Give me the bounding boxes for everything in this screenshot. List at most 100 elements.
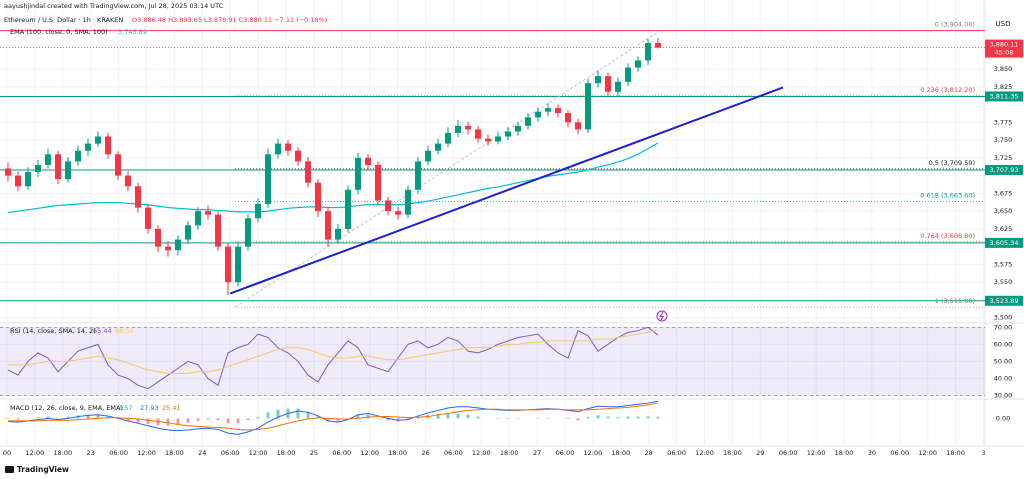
fib-label: 0.5 (3,709.50) (929, 159, 975, 167)
brand: TradingView (17, 465, 69, 474)
time-label: 27 (533, 449, 541, 457)
macd-line (8, 402, 659, 431)
time-label: 18:00 (388, 449, 407, 457)
time-label: 12:00 (360, 449, 379, 457)
candle-body (165, 246, 171, 251)
histogram-bar (446, 412, 450, 419)
time-label: 12:00 (584, 449, 603, 457)
histogram-bar (386, 418, 390, 421)
time-label: 18:00 (835, 449, 854, 457)
histogram-bar (536, 417, 540, 419)
histogram-bar (376, 417, 380, 419)
histogram-bar (136, 418, 140, 423)
histogram-bar (196, 418, 200, 421)
y-tick-label: 3,750 (994, 136, 1013, 144)
candle-body (315, 182, 321, 212)
candle-body (235, 246, 241, 283)
time-label: 06:00 (109, 449, 128, 457)
y-tick-label: 40.00 (994, 375, 1013, 383)
time-label: 25 (310, 449, 318, 457)
rsi-line (7, 326, 659, 390)
histogram-bar (606, 416, 610, 419)
candle-body (5, 168, 11, 176)
plot (0, 30, 985, 435)
candle-body (585, 83, 591, 130)
histogram-bar (146, 418, 150, 424)
legend-value: 68.50 (115, 327, 134, 335)
histogram-bar (126, 418, 130, 421)
histogram-bar (356, 414, 360, 419)
candle-body (385, 200, 391, 212)
candle-body (215, 214, 221, 247)
histogram-bar (546, 417, 550, 419)
candle-body (245, 218, 251, 247)
time-label: 12:00 (807, 449, 826, 457)
candle-body (465, 125, 471, 130)
histogram-bar (16, 418, 20, 420)
candle-body (445, 132, 451, 144)
candle-body (415, 161, 421, 190)
histogram-bar (6, 418, 10, 420)
candle-body (625, 67, 631, 82)
candle-body (255, 204, 261, 219)
histogram-bar (506, 418, 510, 420)
currency: USD (996, 20, 1011, 28)
time-label: 06:00 (667, 449, 686, 457)
candle-body (345, 189, 351, 229)
y-tick-label: 3,650 (994, 207, 1013, 215)
candle-body (15, 175, 21, 187)
candle-body (575, 122, 581, 130)
labels: aayushjindal created with TradingView.co… (3, 2, 1023, 474)
logo-icon (5, 466, 14, 473)
fib-label: 0.236 (3,812.20) (920, 86, 975, 94)
countdown: 45:08 (995, 49, 1014, 57)
candle-body (455, 125, 461, 133)
ema-value: 3,745.89 (118, 28, 147, 36)
histogram-bar (646, 416, 650, 419)
legend-value: 65.44 (93, 327, 112, 335)
last-price-tag (985, 39, 1023, 58)
time-label: 06:00 (890, 449, 909, 457)
histogram-bar (186, 418, 190, 423)
histogram-bar (266, 412, 270, 419)
ema-line (7, 142, 659, 214)
footer-logo: TradingView (5, 465, 69, 474)
candle-body (155, 228, 161, 247)
event-icon[interactable] (656, 310, 668, 322)
candle-body (55, 154, 61, 180)
y-tick-label: 30.00 (994, 392, 1013, 400)
level-tag-label: 3,707.93 (990, 166, 1019, 174)
candle-body (405, 189, 411, 215)
level-tag-label: 3,523.89 (990, 297, 1019, 305)
candle-body (495, 136, 501, 142)
histogram-bar (46, 416, 50, 419)
time-label: 28 (645, 449, 653, 457)
time-label: 26 (421, 449, 429, 457)
time-label: 18:00 (611, 449, 630, 457)
histogram-bar (466, 414, 470, 419)
level-tag (985, 295, 1023, 306)
candle-body (265, 154, 271, 205)
candle-body (105, 136, 111, 155)
time-label: 06:00 (221, 449, 240, 457)
time-label: 12:00 (26, 449, 45, 457)
candle-body (475, 129, 481, 139)
histogram-bar (436, 414, 440, 419)
time-label: 12:00 (137, 449, 156, 457)
time-label: 06:00 (556, 449, 575, 457)
rsi-line (8, 329, 659, 374)
candle-body (435, 143, 441, 151)
candle-body (395, 211, 401, 215)
candle-body (285, 143, 291, 151)
candle-body (45, 154, 51, 165)
y-tick-label: 3,775 (994, 118, 1013, 126)
histogram-bar (66, 416, 70, 419)
histogram-bar (626, 416, 630, 419)
candle-body (525, 117, 531, 126)
time-label: 12:00 (472, 449, 491, 457)
candle-body (85, 143, 91, 151)
time-label: 24 (198, 449, 206, 457)
histogram-bar (306, 411, 310, 419)
histogram-bar (456, 413, 460, 419)
